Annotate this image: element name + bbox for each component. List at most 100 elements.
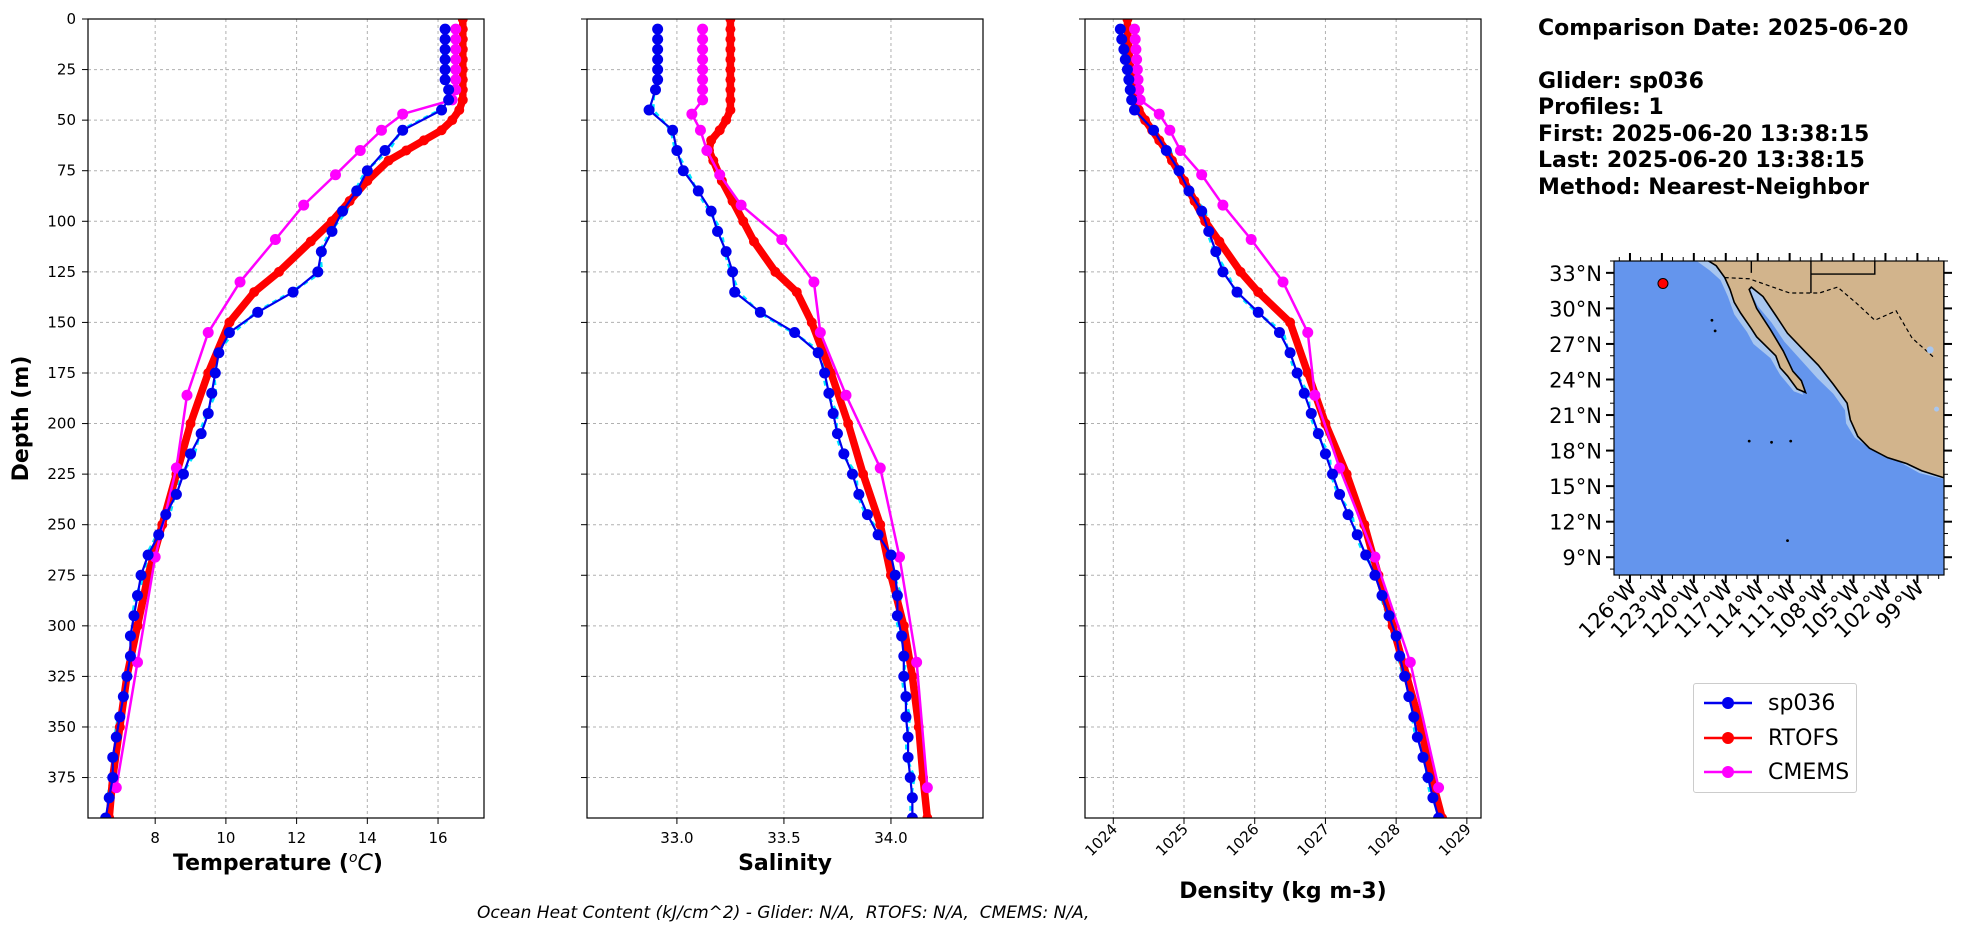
data-point-sp036 [898, 650, 910, 662]
data-point-rtofs [898, 620, 909, 631]
y-axis-label: Depth (m) [9, 356, 34, 482]
data-point-sp036 [1203, 225, 1215, 237]
y-tick-label: 25 [57, 61, 76, 79]
data-point-sp036 [896, 630, 908, 642]
data-point-cmems [1134, 94, 1146, 106]
data-point-sp036 [153, 529, 165, 541]
data-point-rtofs [273, 266, 284, 277]
data-point-sp036 [1399, 670, 1411, 682]
data-point-cmems [697, 33, 709, 45]
data-point-sp036 [107, 772, 119, 784]
data-point-cmems [697, 84, 709, 96]
y-tick-label: 325 [47, 667, 76, 685]
data-point-sp036 [754, 306, 766, 318]
x-tick-label: 16 [428, 829, 447, 847]
data-point-cmems [1302, 327, 1314, 339]
data-point-sp036 [904, 772, 916, 784]
comparison-date: Comparison Date: 2025-06-20 [1538, 16, 1909, 41]
data-point-sp036 [1394, 650, 1406, 662]
y-tick-label: 75 [57, 162, 76, 180]
x-tick-label: 8 [150, 829, 160, 847]
data-point-sp036 [652, 74, 664, 86]
data-point-sp036 [114, 711, 126, 723]
data-point-rtofs [447, 115, 458, 126]
data-point-sp036 [177, 468, 189, 480]
data-point-sp036 [1411, 731, 1423, 743]
data-point-rtofs [132, 620, 143, 631]
data-point-cmems [202, 327, 214, 339]
profile-count: Profiles: 1 [1538, 95, 1664, 120]
data-point-cmems [234, 276, 246, 288]
data-point-rtofs [725, 105, 736, 116]
x-axis-label: Temperature (oC) [173, 850, 383, 876]
data-point-cmems [697, 23, 709, 35]
data-point-sp036 [727, 266, 739, 278]
data-point-sp036 [337, 205, 349, 217]
data-point-cmems [1129, 23, 1140, 35]
data-point-rtofs [748, 236, 759, 247]
data-point-cmems [1131, 53, 1143, 65]
data-point-sp036 [206, 387, 218, 399]
island [1747, 439, 1751, 443]
data-point-sp036 [831, 428, 843, 440]
data-point-sp036 [677, 165, 689, 177]
data-point-rtofs [1235, 266, 1246, 277]
legend-label: sp036 [1768, 690, 1836, 716]
data-point-rtofs [185, 418, 196, 429]
data-point-sp036 [900, 711, 912, 723]
data-point-rtofs [725, 19, 736, 24]
data-point-sp036 [819, 367, 831, 379]
data-point-rtofs [1253, 287, 1264, 298]
data-point-rtofs [714, 125, 725, 136]
legend-marker-sp036 [1704, 697, 1752, 709]
data-point-cmems [921, 782, 933, 794]
data-point-sp036 [1360, 549, 1372, 561]
data-point-rtofs [843, 418, 854, 429]
plot-area [643, 19, 933, 818]
data-point-cmems [450, 64, 462, 76]
data-point-rtofs [875, 519, 886, 530]
data-point-sp036 [1210, 246, 1222, 258]
data-point-sp036 [1417, 751, 1429, 763]
legend: sp036 RTOFS CMEMS [1693, 683, 1857, 793]
data-point-cmems [1245, 233, 1257, 245]
data-point-sp036 [252, 306, 264, 318]
data-point-rtofs [114, 721, 125, 732]
country-border [1724, 276, 1934, 358]
x-tick-label: 1027 [1294, 820, 1334, 860]
data-point-sp036 [439, 43, 451, 55]
data-point-cmems [911, 656, 923, 668]
data-point-sp036 [439, 64, 451, 76]
method: Method: Nearest-Neighbor [1538, 174, 1869, 200]
legend-label: CMEMS [1768, 759, 1850, 785]
data-point-sp036 [379, 144, 391, 156]
data-point-sp036 [170, 488, 182, 500]
data-point-sp036 [439, 33, 451, 45]
data-point-rtofs [706, 135, 717, 146]
data-point-sp036 [1351, 529, 1363, 541]
data-point-cmems [397, 108, 409, 120]
data-point-rtofs [418, 135, 429, 146]
legend-item-cmems: CMEMS [1702, 757, 1849, 787]
data-point-sp036 [652, 23, 664, 35]
plot-area [1114, 19, 1448, 818]
lat-label: 18°N [1549, 440, 1602, 464]
data-point-cmems [1131, 64, 1143, 76]
data-point-sp036 [107, 751, 119, 763]
data-point-sp036 [902, 751, 914, 763]
data-point-sp036 [789, 327, 801, 339]
series-line-cmems [1133, 29, 1440, 788]
data-point-cmems [450, 53, 462, 65]
series-line-sp036 [104, 29, 450, 818]
data-point-sp036 [1284, 347, 1296, 359]
data-point-rtofs [922, 813, 933, 818]
y-tick-label: 250 [47, 516, 76, 534]
plot-area [100, 19, 468, 818]
lat-label: 30°N [1549, 297, 1602, 321]
last-time: Last: 2025-06-20 13:38:15 [1538, 148, 1865, 173]
data-point-rtofs [738, 216, 749, 227]
data-point-sp036 [823, 387, 835, 399]
data-point-sp036 [1305, 407, 1317, 419]
data-point-cmems [1217, 199, 1229, 211]
